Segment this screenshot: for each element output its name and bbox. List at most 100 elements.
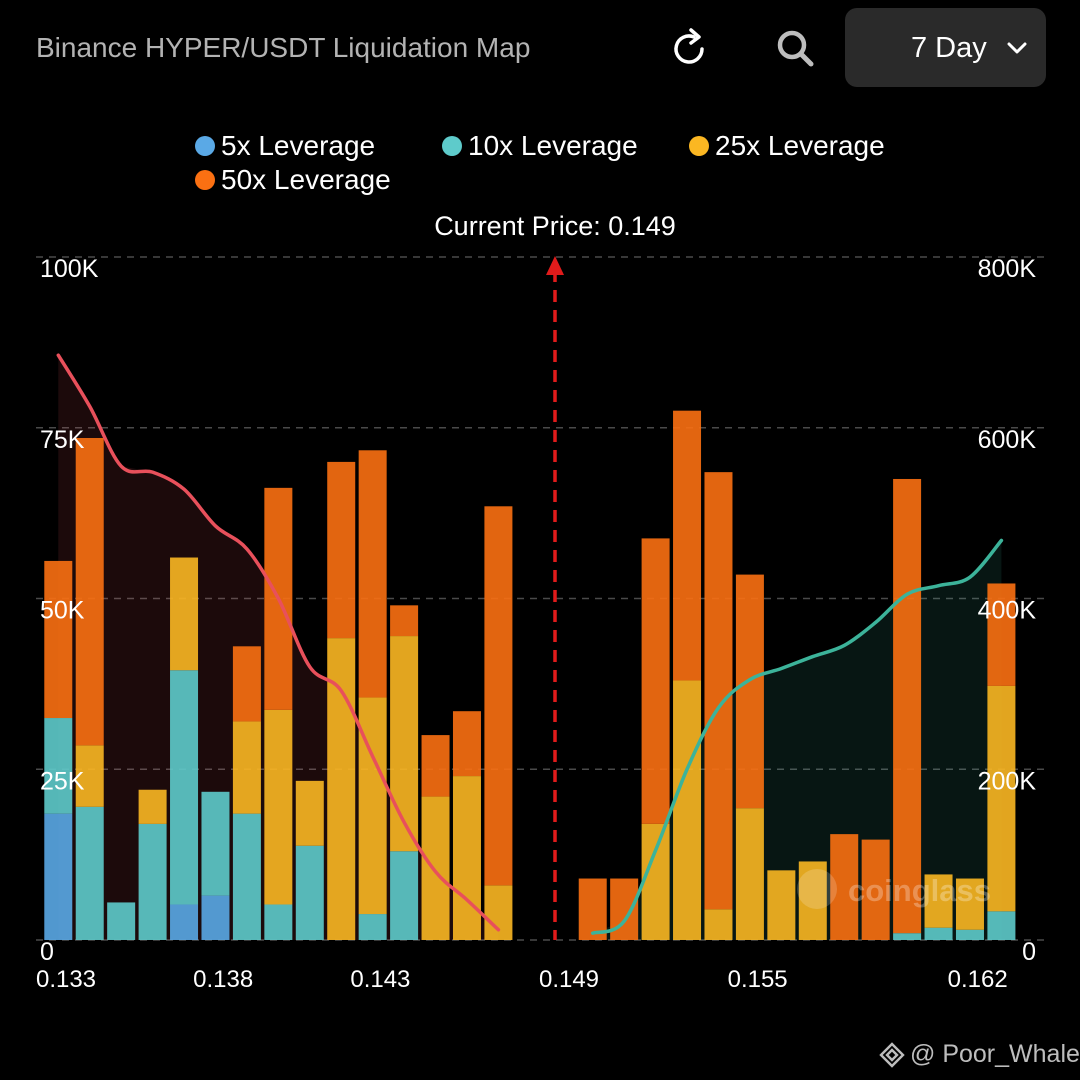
bar-10x-11 — [390, 851, 419, 940]
bar-25x-21 — [767, 870, 796, 940]
bar-10x-10 — [358, 914, 387, 940]
bar-25x-28 — [987, 685, 1016, 912]
search-icon — [777, 30, 814, 67]
bar-50x-12 — [421, 735, 450, 797]
x-axis-tick: 0.149 — [539, 966, 599, 993]
bar-25x-10 — [358, 697, 387, 915]
x-axis-tick: 0.138 — [193, 966, 253, 993]
bar-10x-28 — [987, 911, 1016, 940]
right-axis-tick: 600K — [978, 426, 1037, 454]
legend-label-10x: 10x Leverage — [468, 130, 638, 161]
period-value: 7 Day — [911, 32, 987, 64]
right-axis-tick: 800K — [978, 255, 1037, 283]
bar-10x-26 — [924, 927, 953, 940]
bar-10x-0 — [44, 718, 73, 814]
bar-50x-11 — [390, 605, 419, 637]
left-axis-tick: 100K — [40, 255, 99, 283]
current-price-arrow — [546, 256, 564, 275]
long-cumulative-line — [590, 538, 1004, 935]
bar-50x-14 — [484, 506, 513, 886]
search-button[interactable] — [770, 24, 820, 74]
legend-label-25x: 25x Leverage — [715, 130, 885, 161]
chart-legend: 5x Leverage 10x Leverage 25x Leverage 50… — [195, 130, 915, 210]
bar-10x-6 — [232, 813, 261, 940]
current-price-label: Current Price: 0.149 — [434, 211, 676, 241]
legend-item-50x[interactable]: 50x Leverage — [195, 164, 391, 196]
bar-5x-0 — [44, 813, 73, 940]
watermark: @ Poor_Whale — [878, 1040, 1080, 1069]
bar-10x-25 — [893, 933, 922, 940]
bar-5x-5 — [201, 895, 230, 940]
short-cumulative-line — [56, 353, 501, 932]
bar-50x-17 — [641, 538, 670, 824]
legend-item-10x[interactable]: 10x Leverage — [442, 130, 638, 162]
bar-25x-3 — [138, 789, 167, 824]
bar-25x-20 — [735, 808, 764, 940]
legend-swatch-10x — [442, 136, 462, 156]
left-axis-tick: 75K — [40, 426, 85, 454]
bar-10x-4 — [170, 670, 199, 905]
bar-25x-19 — [704, 909, 733, 940]
bar-25x-26 — [924, 874, 953, 928]
x-axis-tick: 0.133 — [36, 966, 96, 993]
legend-label-50x: 50x Leverage — [221, 164, 391, 195]
liquidation-chart: Current Price: 0.149 0 25K 50K 75K 100K 0 200K 4… — [36, 211, 1044, 993]
bar-25x-18 — [673, 680, 702, 940]
bar-25x-27 — [955, 878, 984, 930]
bar-50x-0 — [44, 560, 73, 719]
refresh-button[interactable] — [664, 24, 714, 74]
legend-swatch-50x — [195, 170, 215, 190]
right-axis-tick: 0 — [1022, 938, 1036, 966]
header: Binance HYPER/USDT Liquidation Map 7 Day — [0, 0, 1080, 100]
x-axis-tick: 0.162 — [948, 966, 1008, 993]
bar-25x-4 — [170, 557, 199, 671]
bar-10x-5 — [201, 791, 230, 896]
bar-10x-2 — [107, 902, 136, 940]
bar-25x-6 — [232, 721, 261, 814]
bar-10x-27 — [955, 929, 984, 940]
x-axis-tick: 0.143 — [350, 966, 410, 993]
bar-25x-22 — [798, 861, 827, 940]
legend-label-5x: 5x Leverage — [221, 130, 376, 161]
bar-25x-17 — [641, 823, 670, 940]
right-axis-tick: 400K — [978, 597, 1037, 625]
legend-swatch-5x — [195, 136, 215, 156]
chevron-down-icon — [1007, 42, 1027, 54]
bar-5x-4 — [170, 904, 199, 940]
bar-25x-14 — [484, 885, 513, 940]
watermark-text: @ Poor_Whale — [910, 1040, 1080, 1068]
bar-50x-6 — [232, 646, 261, 722]
bar-10x-7 — [264, 904, 293, 940]
bar-10x-1 — [75, 806, 104, 940]
left-axis-tick: 0 — [40, 938, 54, 966]
bar-50x-13 — [452, 711, 481, 777]
legend-item-5x[interactable]: 5x Leverage — [195, 130, 375, 162]
bar-25x-11 — [390, 636, 419, 852]
coinglass-logo-icon — [797, 869, 837, 909]
bar-25x-12 — [421, 796, 450, 940]
period-select[interactable]: 7 Day — [845, 8, 1046, 87]
bar-50x-19 — [704, 472, 733, 910]
bar-50x-1 — [75, 437, 104, 746]
legend-swatch-25x — [689, 136, 709, 156]
bar-10x-8 — [295, 845, 324, 940]
page-title: Binance HYPER/USDT Liquidation Map — [36, 32, 531, 63]
bar-50x-15 — [578, 878, 607, 940]
bar-50x-10 — [358, 450, 387, 698]
bar-25x-8 — [295, 780, 324, 846]
bar-10x-3 — [138, 823, 167, 940]
bar-50x-18 — [673, 410, 702, 681]
bar-50x-25 — [893, 478, 922, 934]
legend-item-25x[interactable]: 25x Leverage — [689, 130, 885, 162]
binance-square-icon — [879, 1041, 905, 1068]
bar-50x-23 — [830, 834, 859, 940]
bar-50x-9 — [327, 461, 356, 639]
left-axis-tick: 50K — [40, 597, 85, 625]
bar-25x-13 — [452, 776, 481, 940]
x-axis-tick: 0.155 — [728, 966, 788, 993]
bar-50x-20 — [735, 574, 764, 809]
bar-25x-7 — [264, 709, 293, 905]
coinglass-watermark: coinglass — [848, 873, 991, 908]
left-axis-tick: 25K — [40, 767, 85, 795]
bar-50x-24 — [861, 839, 890, 940]
